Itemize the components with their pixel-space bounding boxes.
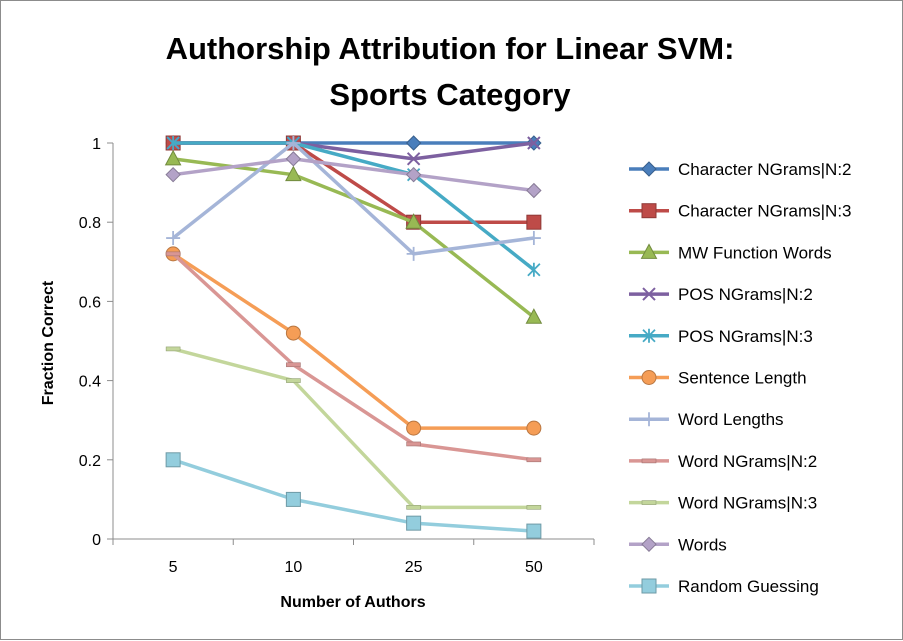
legend-marker — [642, 287, 656, 301]
series-3 — [166, 136, 541, 166]
data-point — [405, 135, 422, 151]
legend-marker — [641, 161, 657, 177]
legend-label: MW Function Words — [678, 243, 832, 262]
data-point — [406, 441, 421, 447]
data-point — [406, 515, 422, 531]
y-tick-label: 0.6 — [79, 294, 101, 311]
data-point — [405, 213, 422, 229]
chart-title-line-2: Sports Category — [329, 77, 571, 112]
legend-item: Character NGrams|N:3 — [629, 202, 852, 221]
x-tick-label: 50 — [525, 559, 543, 576]
chart-title-line-1: Authorship Attribution for Linear SVM: — [166, 31, 735, 66]
data-point — [166, 136, 180, 150]
series-5 — [165, 246, 542, 436]
legend-marker — [640, 243, 658, 259]
legend-marker — [642, 328, 656, 343]
legend-marker — [641, 203, 657, 219]
x-axis-title: Number of Authors — [280, 594, 425, 611]
data-point — [286, 378, 301, 383]
legend-marker — [641, 500, 657, 505]
data-point — [526, 420, 542, 436]
series-6 — [166, 136, 541, 261]
data-point — [526, 523, 542, 539]
legend-label: Words — [678, 535, 727, 554]
legend-item: Word NGrams|N:3 — [629, 494, 817, 513]
series-line — [172, 252, 534, 430]
data-point — [526, 231, 541, 246]
legend-label: POS NGrams|N:2 — [678, 285, 813, 304]
data-point — [526, 457, 542, 463]
y-tick-label: 0 — [92, 532, 101, 549]
legend-label: Random Guessing — [678, 577, 819, 596]
legend-label: Character NGrams|N:3 — [678, 202, 852, 221]
series-8 — [165, 346, 542, 510]
data-point — [285, 151, 302, 167]
data-point — [406, 420, 422, 436]
legend-label: Sentence Length — [678, 369, 807, 388]
series-line — [172, 141, 535, 256]
data-point — [406, 505, 421, 510]
legend-item: Random Guessing — [629, 577, 819, 596]
y-tick-label: 0.2 — [79, 453, 101, 470]
x-tick-label: 25 — [405, 559, 423, 576]
series-7 — [165, 251, 542, 463]
data-point — [165, 251, 181, 257]
y-tick-label: 0.4 — [79, 374, 101, 391]
data-point — [165, 346, 181, 352]
data-point — [527, 262, 541, 277]
legend-marker — [641, 578, 657, 594]
y-tick-label: 0.8 — [79, 215, 101, 232]
legend-marker — [642, 412, 656, 427]
x-tick-label: 5 — [169, 559, 178, 576]
y-axis-title: Fraction Correct — [40, 280, 57, 405]
x-tick-label: 10 — [284, 559, 302, 576]
data-point — [406, 152, 421, 166]
data-point — [165, 166, 181, 183]
legend-label: Word Lengths — [678, 410, 784, 429]
legend-marker — [641, 370, 657, 385]
series-line — [172, 157, 535, 193]
series-10 — [165, 452, 542, 539]
series-line — [173, 141, 535, 161]
data-point — [166, 231, 181, 246]
legend-item: MW Function Words — [629, 243, 832, 262]
legend-item: Word NGrams|N:2 — [629, 452, 817, 471]
legend-item: POS NGrams|N:3 — [629, 327, 813, 346]
series-line — [173, 141, 535, 272]
series-line — [172, 458, 534, 533]
data-point — [526, 214, 542, 230]
legend-marker — [641, 458, 657, 464]
series-4 — [166, 136, 541, 277]
legend-item: Word Lengths — [629, 410, 784, 429]
series-line — [171, 252, 535, 462]
legend-label: POS NGrams|N:3 — [678, 327, 813, 346]
legend-item: Sentence Length — [629, 369, 807, 388]
legend-label: Word NGrams|N:3 — [678, 494, 817, 513]
data-point — [286, 362, 301, 368]
legend-item: POS NGrams|N:2 — [629, 285, 813, 304]
data-point — [285, 491, 301, 507]
data-point — [405, 166, 422, 183]
data-point — [164, 149, 182, 166]
data-point — [286, 136, 301, 150]
data-point — [285, 165, 302, 182]
legend-item: Words — [629, 535, 727, 554]
data-point — [526, 505, 542, 510]
legend-label: Character NGrams|N:2 — [678, 160, 852, 179]
legend-item: Character NGrams|N:2 — [629, 160, 852, 179]
data-point — [525, 308, 543, 324]
legend-label: Word NGrams|N:2 — [678, 452, 817, 471]
data-point — [406, 246, 421, 261]
data-point — [527, 136, 541, 150]
data-point — [285, 325, 301, 341]
data-point — [165, 452, 181, 468]
y-tick-label: 1 — [92, 136, 101, 153]
series-line — [172, 347, 534, 510]
legend-marker — [641, 536, 657, 553]
data-point — [526, 182, 542, 199]
series-9 — [165, 151, 542, 199]
